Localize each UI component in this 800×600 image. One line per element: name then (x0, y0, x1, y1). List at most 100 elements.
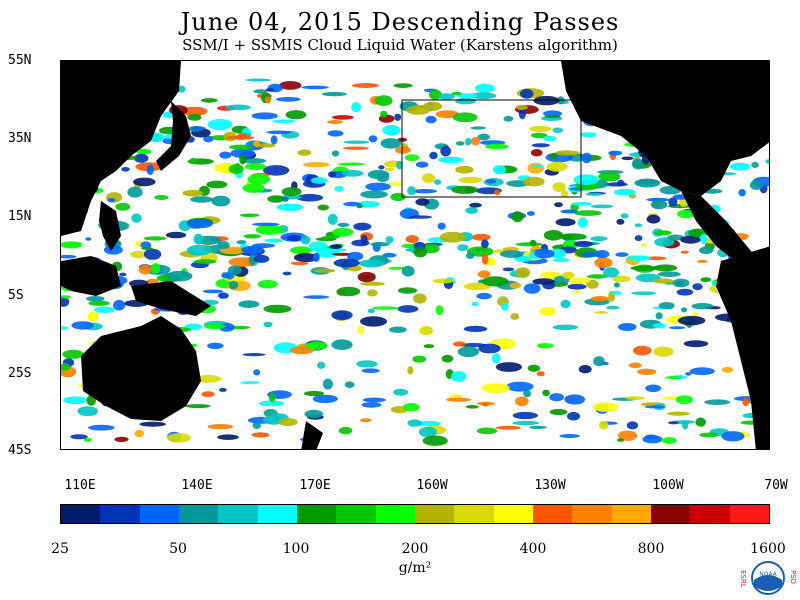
cloud-patch (303, 295, 330, 299)
cloud-patch (61, 241, 83, 249)
cloud-patch (296, 193, 324, 202)
cloud-patch (646, 214, 661, 224)
cloud-patch (729, 162, 751, 171)
cloud-patch (672, 278, 690, 288)
cloud-patch (138, 264, 152, 275)
cloud-patch (512, 411, 538, 420)
logo-left-text: ESRL (739, 570, 747, 588)
cloud-patch (574, 210, 602, 217)
cloud-patch (590, 236, 608, 242)
cloud-patch (495, 425, 522, 430)
cloud-patch (321, 235, 340, 239)
cloud-patch (552, 127, 563, 134)
cloud-patch (242, 183, 265, 193)
cloud-patch (438, 93, 455, 100)
lon-label-70w: 70W (764, 478, 788, 493)
cloud-patch (613, 188, 636, 196)
cloud-patch (586, 274, 608, 279)
cloud-patch (388, 266, 407, 270)
cloud-patch (317, 204, 329, 211)
cloud-patch (272, 119, 296, 124)
cloud-patch (530, 149, 543, 157)
cloud-patch (374, 95, 393, 107)
cloud-patch (501, 302, 509, 311)
region-outline-box (401, 99, 582, 198)
cloud-patch (394, 146, 411, 154)
cloud-patch (481, 383, 510, 394)
cloud-patch (238, 300, 260, 308)
cloud-patch (721, 366, 734, 373)
cloud-patch (564, 394, 586, 405)
cloud-patch (532, 164, 544, 168)
cloud-patch (577, 217, 588, 229)
land-japan (156, 101, 191, 171)
cloud-patch (669, 326, 685, 330)
cloud-patch (616, 218, 625, 225)
cloud-patch (248, 254, 257, 265)
logo-right-text: PSD (789, 570, 797, 584)
cloud-patch (181, 106, 208, 116)
cloud-patch (469, 92, 497, 100)
cloud-patch (201, 391, 215, 398)
cloud-patch (529, 239, 537, 247)
cloud-patch (187, 219, 214, 229)
cloud-patch (241, 158, 267, 164)
cloud-patch (329, 244, 342, 250)
cloud-patch (721, 431, 745, 442)
cloud-patch (263, 321, 273, 328)
cloud-patch (368, 135, 378, 143)
cloud-patch (626, 421, 639, 430)
cloud-patch (266, 130, 292, 135)
colorbar-cell-5 (257, 505, 297, 523)
cloud-patch (502, 246, 519, 252)
cloud-patch (218, 292, 229, 299)
cloud-patch (555, 218, 576, 227)
cloud-patch (247, 173, 271, 185)
cloud-patch (515, 267, 531, 278)
cloud-patch (571, 202, 592, 206)
cloud-patch (440, 145, 452, 157)
cloud-patch (572, 290, 581, 294)
cloud-patch (505, 381, 534, 392)
cloud-patch (228, 280, 239, 290)
cloud-patch (141, 247, 153, 250)
cloud-patch (190, 157, 197, 164)
cloud-patch (331, 310, 353, 320)
cloud-patch (452, 112, 478, 123)
cloud-patch (61, 326, 69, 330)
cloud-patch (542, 135, 557, 142)
cloud-patch (352, 83, 379, 88)
cloud-patch (304, 409, 323, 419)
cloud-patch (700, 277, 712, 283)
cloud-patch (536, 371, 545, 377)
cloud-patch (533, 95, 560, 106)
cloud-patch (495, 362, 522, 372)
cloud-patch (590, 204, 614, 209)
cloud-patch (640, 243, 647, 247)
cloud-patch (389, 182, 402, 186)
cloud-patch (632, 345, 652, 356)
cloud-patch (562, 271, 575, 280)
cloud-patch (751, 161, 759, 168)
cloud-patch (742, 397, 750, 407)
map-svg (61, 61, 769, 449)
cloud-patch (357, 325, 365, 335)
cloud-patch (394, 113, 402, 121)
cloud-patch (626, 255, 651, 261)
cloud-patch (317, 361, 326, 369)
cloud-patch (253, 254, 270, 263)
cloud-patch (207, 119, 233, 130)
cloud-patch (255, 224, 284, 235)
cloud-patch (61, 295, 71, 299)
cloud-patch (422, 435, 448, 446)
cloud-patch (351, 102, 361, 113)
lat-label-35n: 35N (8, 131, 32, 146)
cloud-patch (300, 235, 311, 245)
colorbar-tick-200: 200 (401, 541, 429, 557)
cloud-patch (219, 151, 232, 159)
cloud-patch (150, 263, 161, 274)
cloud-patch (327, 213, 338, 225)
cloud-patch (371, 306, 399, 310)
cloud-patch (290, 261, 309, 266)
cloud-patch (559, 233, 587, 241)
